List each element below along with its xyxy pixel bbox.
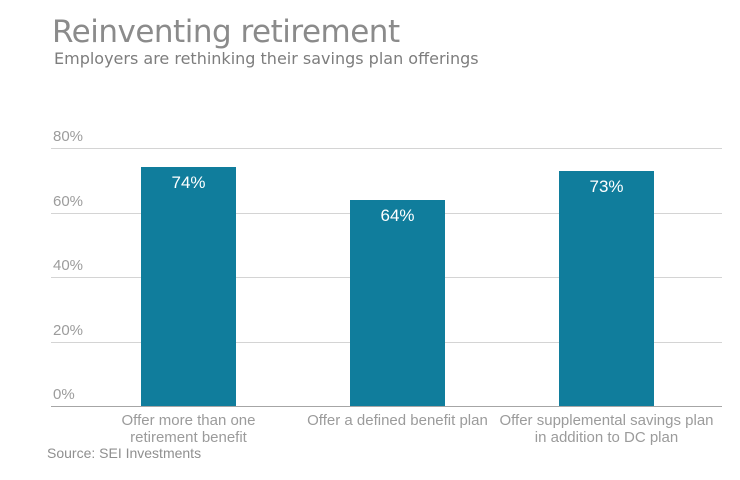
category-label: Offer a defined benefit plan [307,412,488,429]
y-axis-tick-label: 40% [53,257,84,274]
bar-value-label: 74% [171,173,206,193]
y-axis-tick-label: 60% [53,192,84,210]
y-axis-tick-label: 0% [53,386,75,403]
category-label: Offer more than one retirement benefit [121,412,256,446]
y-axis-tick-label: 20% [53,321,84,339]
bar-offer-more-than-one: 74% [141,167,236,406]
gridline [51,148,722,149]
y-axis-tick-label: 80% [53,128,84,145]
category-label: Offer supplemental savings plan in addit… [499,412,714,446]
bar-supplemental-savings: 73% [559,170,654,406]
axis-line [51,406,722,407]
plot-area: 80% 60% 40% 20% 0% 74% 64% 73% [51,129,722,407]
bar-value-label: 73% [589,176,624,196]
chart-subtitle: Employers are rethinking their savings p… [54,49,479,68]
bar-value-label: 64% [380,205,415,225]
chart-title: Reinventing retirement [52,14,400,50]
bar-defined-benefit: 64% [350,199,445,406]
source-note: Source: SEI Investments [47,445,202,461]
